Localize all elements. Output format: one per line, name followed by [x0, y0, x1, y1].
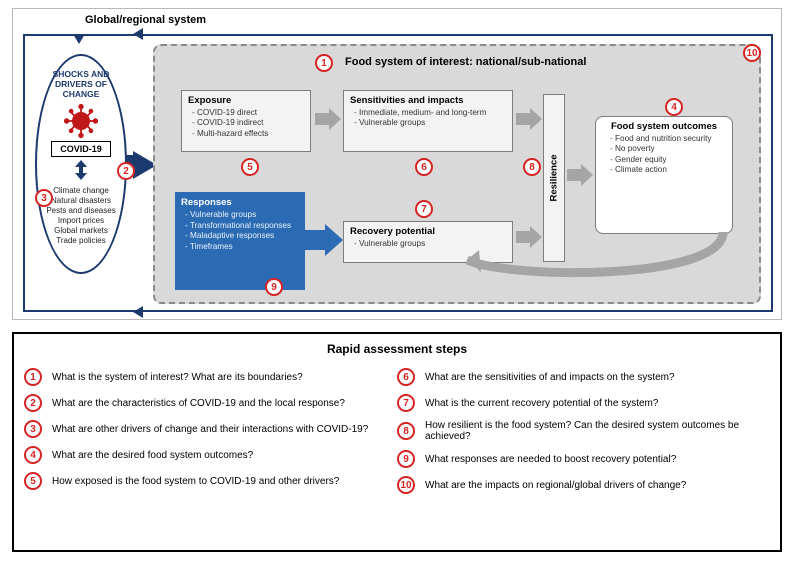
step-text: How exposed is the food system to COVID-… — [52, 476, 339, 487]
badge-3: 3 — [35, 189, 53, 207]
badge-10: 10 — [743, 44, 761, 62]
step-text: What are the sensitivities of and impact… — [425, 372, 675, 383]
system-title: Food system of interest: national/sub-na… — [345, 56, 586, 68]
outcome-item: Gender equity — [610, 155, 726, 165]
badge-1: 1 — [315, 54, 333, 72]
frame-arrow-down — [73, 34, 85, 46]
steps-title: Rapid assessment steps — [14, 342, 780, 356]
resp-item: Maladaptive responses — [185, 231, 299, 242]
responses-title: Responses — [181, 197, 299, 208]
step-badge: 1 — [24, 368, 42, 386]
badge-5: 5 — [241, 158, 259, 176]
sens-item: Vulnerable groups — [354, 118, 506, 128]
outcome-item: Food and nutrition security — [610, 134, 726, 144]
badge-2: 2 — [117, 162, 135, 180]
step-badge: 4 — [24, 446, 42, 464]
frame-arrow-left-top — [131, 28, 143, 40]
updown-icon — [75, 160, 87, 180]
arrow-exp-sens — [315, 108, 341, 130]
global-label: Global/regional system — [85, 14, 206, 26]
exposure-title: Exposure — [188, 95, 304, 106]
step-text: What is the current recovery potential o… — [425, 398, 658, 409]
resp-item: Vulnerable groups — [185, 210, 299, 221]
step-row: 4 What are the desired food system outcom… — [24, 446, 397, 464]
arrow-resp-rec — [305, 224, 343, 256]
driver-item: Trade policies — [41, 236, 121, 246]
step-text: What responses are needed to boost recov… — [425, 454, 676, 465]
steps-col-left: 1 What is the system of interest? What ar… — [24, 360, 397, 502]
driver-item: Natural disasters — [41, 196, 121, 206]
outcomes-node: Food system outcomes Food and nutrition … — [595, 116, 733, 234]
step-row: 6 What are the sensitivities of and impac… — [397, 368, 770, 386]
badge-9: 9 — [265, 278, 283, 296]
sensitivities-title: Sensitivities and impacts — [350, 95, 506, 106]
badge-6: 6 — [415, 158, 433, 176]
steps-panel: Rapid assessment steps 1 What is the syst… — [12, 332, 782, 552]
outcomes-title: Food system outcomes — [602, 121, 726, 132]
step-row: 8 How resilient is the food system? Can t… — [397, 420, 770, 442]
steps-col-right: 6 What are the sensitivities of and impac… — [397, 360, 770, 502]
step-row: 1 What is the system of interest? What ar… — [24, 368, 397, 386]
step-badge: 2 — [24, 394, 42, 412]
step-badge: 3 — [24, 420, 42, 438]
arrow-res-out — [567, 164, 593, 186]
resp-item: Transformational responses — [185, 221, 299, 232]
covid-label: COVID-19 — [51, 141, 111, 157]
step-text: What are the impacts on regional/global … — [425, 480, 686, 491]
virus-icon — [63, 103, 99, 139]
drivers-list: Climate change Natural disasters Pests a… — [41, 186, 121, 246]
step-badge: 5 — [24, 472, 42, 490]
badge-8: 8 — [523, 158, 541, 176]
step-badge: 9 — [397, 450, 415, 468]
shocks-ellipse: SHOCKS AND DRIVERS OF CHANGE COVID-19 Cl… — [35, 54, 127, 274]
badge-7: 7 — [415, 200, 433, 218]
step-row: 7 What is the current recovery potential … — [397, 394, 770, 412]
step-badge: 8 — [397, 422, 415, 440]
step-badge: 10 — [397, 476, 415, 494]
step-row: 9 What responses are needed to boost reco… — [397, 450, 770, 468]
resp-item: Timeframes — [185, 242, 299, 253]
exposure-item: COVID-19 indirect — [192, 118, 304, 128]
step-text: What is the system of interest? What are… — [52, 372, 303, 383]
sensitivities-node: Sensitivities and impacts Immediate, med… — [343, 90, 513, 152]
driver-item: Global markets — [41, 226, 121, 236]
driver-item: Pests and diseases — [41, 206, 121, 216]
step-badge: 7 — [397, 394, 415, 412]
step-text: What are the characteristics of COVID-19… — [52, 398, 345, 409]
step-badge: 6 — [397, 368, 415, 386]
step-row: 5 How exposed is the food system to COVID… — [24, 472, 397, 490]
frame-arrow-left-bottom — [131, 306, 143, 318]
resilience-label: Resilience — [549, 155, 560, 202]
food-system-box: Food system of interest: national/sub-na… — [153, 44, 761, 304]
outcome-item: Climate action — [610, 165, 726, 175]
exposure-item: COVID-19 direct — [192, 108, 304, 118]
sens-item: Immediate, medium- and long-term — [354, 108, 506, 118]
arrow-sens-res — [516, 108, 542, 130]
global-system-panel: Global/regional system SHOCKS AND DRIVER… — [12, 8, 782, 320]
step-text: How resilient is the food system? Can th… — [425, 420, 770, 442]
step-text: What are the desired food system outcome… — [52, 450, 253, 461]
exposure-item: Multi-hazard effects — [192, 129, 304, 139]
steps-grid: 1 What is the system of interest? What ar… — [14, 360, 780, 502]
feedback-curve — [455, 232, 735, 292]
badge-4: 4 — [665, 98, 683, 116]
step-text: What are other drivers of change and the… — [52, 424, 368, 435]
step-row: 10 What are the impacts on regional/globa… — [397, 476, 770, 494]
step-row: 3 What are other drivers of change and th… — [24, 420, 397, 438]
driver-item: Import prices — [41, 216, 121, 226]
shocks-title: SHOCKS AND DRIVERS OF CHANGE — [41, 70, 121, 99]
step-row: 2 What are the characteristics of COVID-1… — [24, 394, 397, 412]
outcome-item: No poverty — [610, 144, 726, 154]
responses-node: Responses Vulnerable groups Transformati… — [175, 192, 305, 290]
exposure-node: Exposure COVID-19 direct COVID-19 indire… — [181, 90, 311, 152]
driver-item: Climate change — [41, 186, 121, 196]
